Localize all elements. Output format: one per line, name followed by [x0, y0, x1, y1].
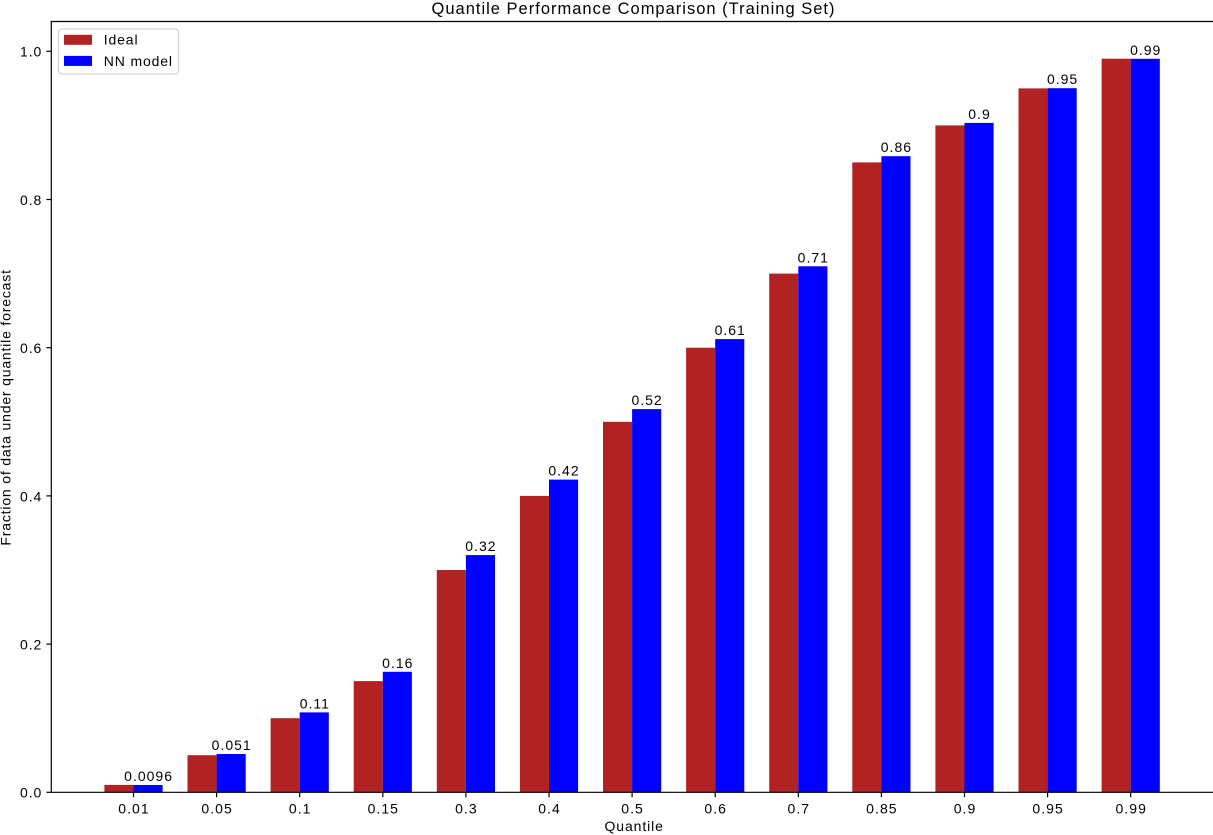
- svg-text:0.7: 0.7: [787, 800, 810, 816]
- svg-text:0.2: 0.2: [20, 637, 42, 653]
- svg-text:0.11: 0.11: [300, 695, 330, 711]
- svg-text:0.99: 0.99: [1115, 800, 1146, 816]
- svg-text:0.95: 0.95: [1047, 71, 1078, 87]
- svg-text:1.0: 1.0: [20, 44, 42, 60]
- svg-text:0.4: 0.4: [20, 488, 42, 504]
- svg-text:0.32: 0.32: [465, 538, 496, 554]
- svg-text:0.0096: 0.0096: [124, 768, 173, 784]
- svg-text:0.9: 0.9: [968, 106, 990, 122]
- svg-text:NN model: NN model: [104, 53, 173, 69]
- svg-text:0.16: 0.16: [382, 655, 413, 671]
- svg-text:0.85: 0.85: [866, 800, 897, 816]
- svg-text:0.95: 0.95: [1032, 800, 1063, 816]
- svg-text:0.01: 0.01: [118, 800, 149, 816]
- svg-text:0.86: 0.86: [881, 139, 912, 155]
- svg-text:Ideal: Ideal: [104, 32, 139, 48]
- svg-text:Quantile Performance Compariso: Quantile Performance Comparison (Trainin…: [432, 0, 836, 18]
- svg-text:Fraction of data under quantil: Fraction of data under quantile forecast: [0, 269, 14, 545]
- svg-text:0.6: 0.6: [20, 340, 42, 356]
- svg-text:0.6: 0.6: [704, 800, 727, 816]
- svg-text:0.9: 0.9: [954, 800, 977, 816]
- svg-text:0.42: 0.42: [548, 463, 579, 479]
- svg-text:0.5: 0.5: [621, 800, 644, 816]
- svg-text:0.99: 0.99: [1130, 42, 1161, 58]
- svg-text:0.52: 0.52: [631, 392, 662, 408]
- svg-text:0.05: 0.05: [201, 800, 232, 816]
- svg-text:Quantile: Quantile: [605, 818, 664, 834]
- svg-text:0.0: 0.0: [20, 785, 42, 801]
- svg-text:0.8: 0.8: [20, 192, 42, 208]
- svg-text:0.3: 0.3: [455, 800, 478, 816]
- svg-text:0.71: 0.71: [798, 249, 829, 265]
- svg-text:0.1: 0.1: [289, 800, 312, 816]
- svg-text:0.051: 0.051: [212, 737, 252, 753]
- svg-text:0.61: 0.61: [715, 322, 746, 338]
- svg-text:0.15: 0.15: [368, 800, 399, 816]
- svg-text:0.4: 0.4: [538, 800, 561, 816]
